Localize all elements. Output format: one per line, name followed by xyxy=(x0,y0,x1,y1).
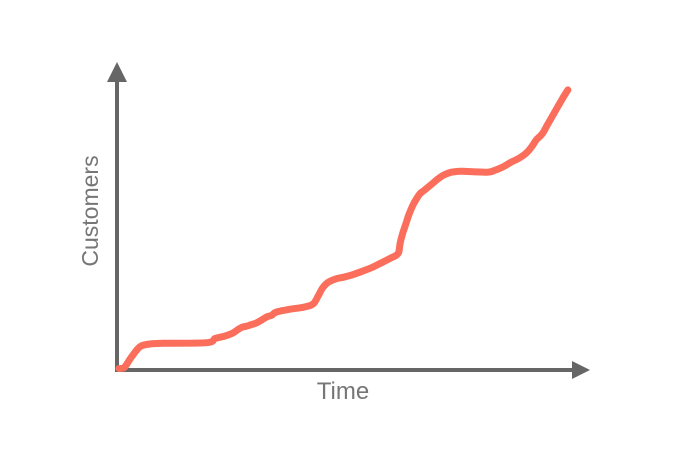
svg-text:Time: Time xyxy=(317,378,369,405)
svg-text:Customers: Customers xyxy=(77,155,103,266)
